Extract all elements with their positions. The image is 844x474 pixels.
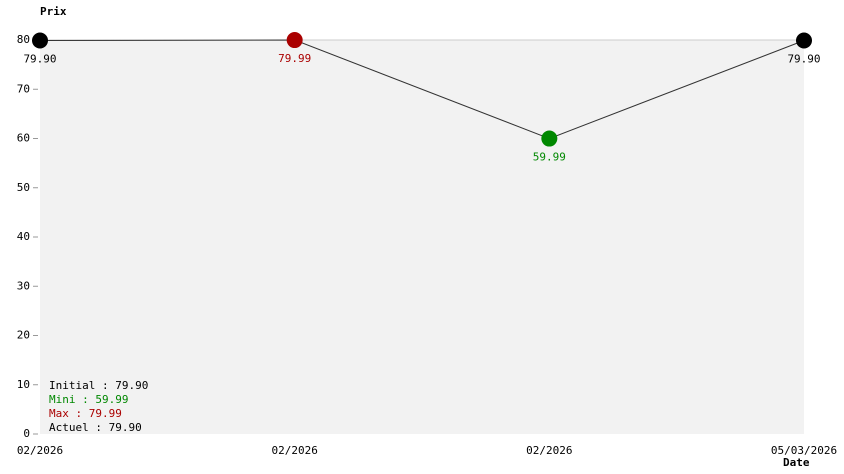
y-tick-label: 80 [17,33,30,46]
y-tick-label: 0 [23,427,30,440]
point [541,130,558,147]
y-tick-label: 70 [17,82,30,95]
x-tick-label: 05/03/2026 [771,444,837,457]
y-tick-label: 60 [17,132,30,145]
summary-line: Actuel : 79.90 [49,421,142,434]
value-label: 59.99 [533,151,566,164]
price-line [39,39,805,140]
point [286,32,303,49]
y-axis-label: Prix [40,5,67,18]
x-tick-label: 02/2026 [271,444,317,457]
point [32,32,48,49]
value-label: 79.90 [787,52,820,65]
y-tick-label: 30 [17,279,30,292]
x-tick-label: 02/2026 [526,444,572,457]
summary-line: Initial : 79.90 [49,379,148,392]
plot-area [40,40,804,434]
x-tick-label: 02/2026 [17,444,63,457]
value-label: 79.99 [278,52,311,65]
y-tick-label: 10 [17,378,30,391]
summary-line: Max : 79.99 [49,407,122,420]
y-tick-label: 20 [17,329,30,342]
y-tick-label: 50 [17,181,30,194]
point [796,32,812,49]
x-axis-label: Date [783,456,810,469]
value-label: 79.90 [23,52,56,65]
y-tick-label: 40 [17,230,30,243]
summary-line: Mini : 59.99 [49,393,128,406]
